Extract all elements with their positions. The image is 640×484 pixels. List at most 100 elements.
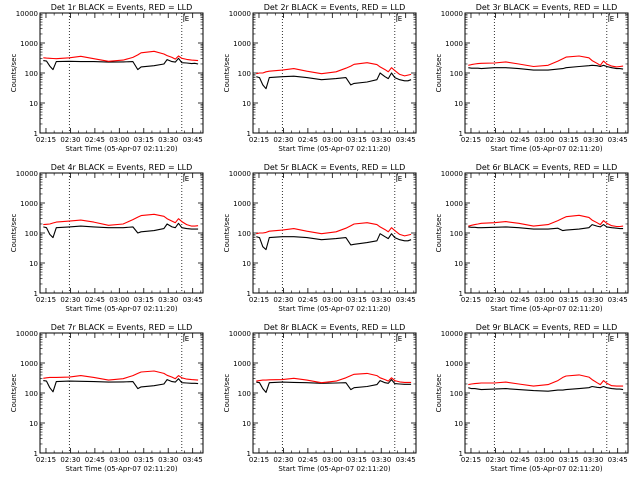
x-tick-label: 02:45 bbox=[298, 296, 318, 304]
x-tick-label: 03:00 bbox=[534, 296, 554, 304]
x-tick-label: 02:30 bbox=[485, 296, 505, 304]
event-marker-label: E bbox=[185, 175, 189, 183]
y-tick-label: 1 bbox=[247, 130, 251, 138]
x-axis-label: Start Time (05-Apr-07 02:11:20) bbox=[278, 145, 390, 153]
y-tick-label: 10 bbox=[242, 420, 251, 428]
x-tick-label: 03:15 bbox=[347, 456, 367, 464]
x-tick-label: 02:45 bbox=[298, 456, 318, 464]
event-marker-label: E bbox=[185, 335, 189, 343]
plot-frame bbox=[39, 332, 204, 454]
x-tick-label: 02:15 bbox=[461, 296, 481, 304]
y-tick-label: 100 bbox=[238, 390, 251, 398]
y-tick-label: 100 bbox=[238, 230, 251, 238]
series-line-events bbox=[256, 379, 412, 393]
x-tick-label: 03:45 bbox=[183, 136, 203, 144]
y-axis-label: Counts/sec bbox=[435, 374, 443, 413]
x-axis-label: Start Time (05-Apr-07 02:11:20) bbox=[278, 465, 390, 473]
series-line-events bbox=[43, 378, 199, 393]
x-tick-label: 03:30 bbox=[583, 456, 603, 464]
x-axis-label: Start Time (05-Apr-07 02:11:20) bbox=[65, 145, 177, 153]
x-tick-label: 03:15 bbox=[559, 296, 579, 304]
plot-frame bbox=[464, 332, 629, 454]
chart-title: Det 4r BLACK = Events, RED = LLD bbox=[51, 163, 193, 172]
y-tick-label: 1000 bbox=[20, 200, 38, 208]
x-tick-label: 03:45 bbox=[608, 296, 628, 304]
x-tick-label: 02:45 bbox=[510, 136, 530, 144]
x-tick-label: 02:15 bbox=[36, 136, 56, 144]
x-tick-label: 03:15 bbox=[134, 296, 154, 304]
series-line-lld bbox=[468, 374, 624, 387]
y-axis-label: Counts/sec bbox=[10, 54, 18, 93]
y-tick-label: 10 bbox=[29, 420, 38, 428]
y-axis-label: Counts/sec bbox=[223, 54, 231, 93]
y-tick-label: 1000 bbox=[445, 40, 463, 48]
y-tick-label: 1 bbox=[459, 290, 463, 298]
y-tick-label: 10000 bbox=[229, 10, 251, 18]
chart-panel-9: Det 9r BLACK = Events, RED = LLD 1 10 100 10… bbox=[435, 323, 629, 473]
chart-title: Det 3r BLACK = Events, RED = LLD bbox=[476, 3, 618, 12]
y-axis-label: Counts/sec bbox=[223, 374, 231, 413]
x-tick-label: 02:45 bbox=[85, 136, 105, 144]
series-line-lld bbox=[468, 214, 624, 228]
x-tick-label: 03:15 bbox=[134, 456, 154, 464]
y-tick-label: 10000 bbox=[16, 10, 38, 18]
plot-frame bbox=[252, 332, 417, 454]
series-line-events bbox=[43, 222, 199, 239]
plot-frame bbox=[252, 172, 417, 294]
series-line-events bbox=[468, 224, 624, 232]
x-tick-label: 03:30 bbox=[158, 136, 178, 144]
series-line-events bbox=[256, 233, 412, 251]
chart-title: Det 8r BLACK = Events, RED = LLD bbox=[264, 323, 406, 332]
y-tick-label: 100 bbox=[238, 70, 251, 78]
x-tick-label: 02:30 bbox=[273, 296, 293, 304]
event-marker-label: E bbox=[610, 335, 614, 343]
x-tick-label: 02:15 bbox=[249, 296, 269, 304]
x-tick-label: 02:45 bbox=[510, 456, 530, 464]
y-tick-label: 10000 bbox=[229, 170, 251, 178]
chart-title: Det 5r BLACK = Events, RED = LLD bbox=[264, 163, 406, 172]
y-tick-label: 1 bbox=[34, 290, 38, 298]
y-tick-label: 10000 bbox=[16, 330, 38, 338]
x-tick-label: 03:15 bbox=[559, 136, 579, 144]
y-tick-label: 10000 bbox=[441, 170, 463, 178]
x-tick-label: 03:30 bbox=[158, 456, 178, 464]
y-tick-label: 10 bbox=[242, 100, 251, 108]
chart-panel-7: Det 7r BLACK = Events, RED = LLD 1 10 100 10… bbox=[10, 323, 204, 473]
x-tick-label: 03:00 bbox=[322, 456, 342, 464]
chart-panel-3: Det 3r BLACK = Events, RED = LLD 1 10 100 10… bbox=[435, 3, 629, 153]
series-line-lld bbox=[256, 62, 412, 77]
plot-frame bbox=[464, 172, 629, 294]
x-tick-label: 02:30 bbox=[60, 136, 80, 144]
y-tick-label: 10000 bbox=[229, 330, 251, 338]
x-tick-label: 02:15 bbox=[36, 456, 56, 464]
x-tick-label: 03:45 bbox=[183, 296, 203, 304]
x-tick-label: 02:15 bbox=[461, 136, 481, 144]
x-tick-label: 02:30 bbox=[485, 136, 505, 144]
x-tick-label: 03:30 bbox=[371, 136, 391, 144]
y-tick-label: 1000 bbox=[20, 40, 38, 48]
x-tick-label: 03:15 bbox=[134, 136, 154, 144]
y-tick-label: 1000 bbox=[233, 40, 251, 48]
chart-panel-2: Det 2r BLACK = Events, RED = LLD 1 10 100 10… bbox=[223, 3, 417, 153]
x-tick-label: 03:15 bbox=[347, 296, 367, 304]
x-tick-label: 03:00 bbox=[109, 456, 129, 464]
y-tick-label: 1000 bbox=[20, 360, 38, 368]
chart-panel-5: Det 5r BLACK = Events, RED = LLD 1 10 100 10… bbox=[223, 163, 417, 313]
y-tick-label: 10 bbox=[29, 100, 38, 108]
plot-frame bbox=[39, 12, 204, 134]
event-marker-label: E bbox=[398, 175, 402, 183]
chart-title: Det 1r BLACK = Events, RED = LLD bbox=[51, 3, 193, 12]
y-tick-label: 10 bbox=[29, 260, 38, 268]
x-tick-label: 03:00 bbox=[534, 136, 554, 144]
y-tick-label: 10000 bbox=[16, 170, 38, 178]
chart-title: Det 2r BLACK = Events, RED = LLD bbox=[264, 3, 406, 12]
x-tick-label: 02:45 bbox=[298, 136, 318, 144]
y-tick-label: 100 bbox=[450, 230, 463, 238]
x-tick-label: 03:30 bbox=[371, 296, 391, 304]
event-marker-label: E bbox=[398, 335, 402, 343]
y-tick-label: 100 bbox=[450, 390, 463, 398]
x-axis-label: Start Time (05-Apr-07 02:11:20) bbox=[65, 465, 177, 473]
series-line-events bbox=[43, 57, 199, 71]
y-axis-label: Counts/sec bbox=[10, 374, 18, 413]
x-tick-label: 02:30 bbox=[273, 456, 293, 464]
